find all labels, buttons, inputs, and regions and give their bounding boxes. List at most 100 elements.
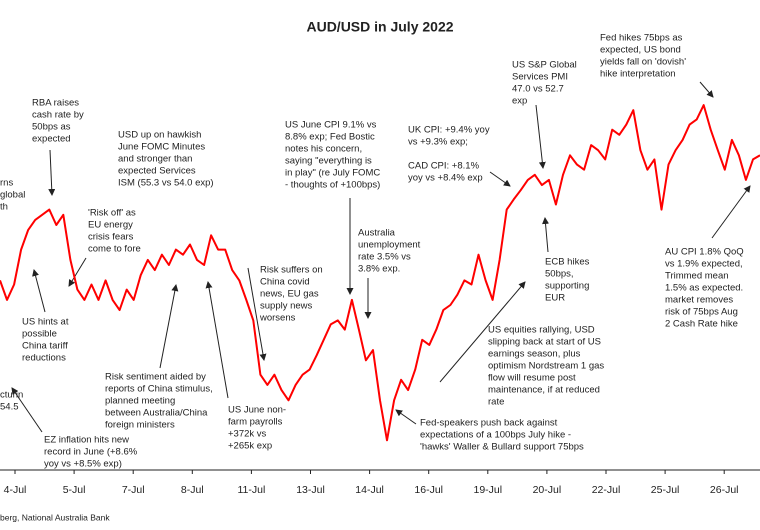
annotation-line: global [0, 190, 25, 201]
annotation-line: reductions [22, 353, 66, 364]
annotation-line: farm payrolls [228, 417, 283, 428]
annotation-line: and stronger than [118, 154, 192, 165]
annotation-line: reports of China stimulus, [105, 384, 213, 395]
annotation-line: 54.5 [0, 402, 19, 413]
x-tick-label: 5-Jul [63, 484, 86, 496]
annotation-line: Risk sentiment aided by [105, 372, 206, 383]
annotation-line: possible [22, 329, 57, 340]
x-tick-label: 13-Jul [296, 484, 325, 496]
annotation-line: - thoughts of +100bps) [285, 180, 380, 191]
annotation-line: vs 1.9% expected, [665, 259, 743, 270]
annotation-line: Fed-speakers push back against [420, 418, 558, 429]
annotation-line: risk of 75bps Aug [665, 307, 738, 318]
annotation-line: 'hawks' Waller & Bullard support 75bps [420, 442, 584, 453]
x-tick-label: 8-Jul [181, 484, 204, 496]
annotation-line: rate [488, 397, 504, 408]
annotation-line: slipping back at start of US [488, 337, 601, 348]
annotation-line: th [0, 202, 8, 213]
annotation-line: hike interpretation [600, 69, 676, 80]
annotation-line: rate 3.5% vs [358, 252, 411, 263]
annotation-line: US hints at [22, 317, 69, 328]
annotation-line: unemployment [358, 240, 421, 251]
x-tick-label: 19-Jul [473, 484, 502, 496]
annotation-line: optimism Nordstream 1 gas [488, 361, 604, 372]
annotation-line: 50bps as [32, 122, 71, 133]
annotation-line: 1.5% as expected. [665, 283, 743, 294]
annotation-line: in play" (re July FOMC [285, 168, 380, 179]
annotation-line: earnings season, plus [488, 349, 581, 360]
x-tick-label: 16-Jul [414, 484, 443, 496]
annotation-line: Risk suffers on [260, 265, 323, 276]
annotation-line: AU CPI 1.8% QoQ [665, 247, 744, 258]
annotation-line: China covid [260, 277, 310, 288]
annotation-line: market removes [665, 295, 733, 306]
annotation-line: foreign ministers [105, 420, 175, 431]
annotation-line: ECB hikes [545, 257, 590, 268]
annotation: CAD CPI: +8.1%yoy vs +8.4% exp [408, 161, 483, 184]
x-tick-label: 25-Jul [651, 484, 680, 496]
annotation-line: rns [0, 178, 13, 189]
annotation-line: notes his concern, [285, 144, 362, 155]
annotation-line: US equities rallying, USD [488, 325, 595, 336]
annotation-line: supporting [545, 281, 589, 292]
annotation-line: Australia [358, 228, 396, 239]
x-tick-label: 26-Jul [710, 484, 739, 496]
annotation-line: saying "everything is [285, 156, 372, 167]
annotation-line: EU energy [88, 220, 133, 231]
chart-title: AUD/USD in July 2022 [306, 19, 453, 35]
x-tick-label: 14-Jul [355, 484, 384, 496]
annotation-line: CAD CPI: +8.1% [408, 161, 480, 172]
annotation-line: +372k vs [228, 429, 267, 440]
annotation-line: US June non- [228, 405, 286, 416]
annotation-line: Fed hikes 75bps as [600, 33, 683, 44]
annotation-line: exp [512, 96, 527, 107]
x-tick-label: 22-Jul [592, 484, 621, 496]
annotation-line: yoy vs +8.5% exp) [44, 459, 122, 470]
annotation-line: expected Services [118, 166, 196, 177]
annotation-line: expectations of a 100bps July hike - [420, 430, 571, 441]
annotation-line: USD up on hawkish [118, 130, 201, 141]
annotation-line: 'Risk off' as [88, 208, 136, 219]
annotation-line: news, EU gas [260, 289, 319, 300]
annotation-line: RBA raises [32, 98, 79, 109]
x-tick-label: 4-Jul [4, 484, 27, 496]
annotation-line: crisis fears [88, 232, 134, 243]
annotation-line: US June CPI 9.1% vs [285, 120, 377, 131]
annotation: Fed-speakers push back againstexpectatio… [420, 418, 584, 453]
annotation-line: yields fall on 'dovish' [600, 57, 686, 68]
annotation-line: Trimmed mean [665, 271, 729, 282]
annotation-line: EUR [545, 293, 565, 304]
annotation-line: UK CPI: +9.4% yoy [408, 125, 490, 136]
annotation-line: between Australia/China [105, 408, 208, 419]
x-tick-label: 7-Jul [122, 484, 145, 496]
annotation-line: 47.0 vs 52.7 [512, 84, 564, 95]
annotation: US June non-farm payrolls+372k vs+265k e… [228, 405, 286, 452]
annotation-line: 50bps, [545, 269, 574, 280]
annotation-line: expected, US bond [600, 45, 681, 56]
annotation-line: planned meeting [105, 396, 175, 407]
annotation-line: 3.8% exp. [358, 264, 400, 275]
annotation-line: cturin [0, 390, 23, 401]
annotation-line: Services PMI [512, 72, 568, 83]
x-tick-label: 20-Jul [533, 484, 562, 496]
annotation-line: maintenance, if at reduced [488, 385, 600, 396]
annotation-line: come to fore [88, 244, 141, 255]
annotation-line: record in June (+8.6% [44, 447, 138, 458]
annotation-line: 8.8% exp; Fed Bostic [285, 132, 375, 143]
annotation-line: EZ inflation hits new [44, 435, 129, 446]
annotation-line: China tariff [22, 341, 68, 352]
annotation-line: yoy vs +8.4% exp [408, 173, 483, 184]
